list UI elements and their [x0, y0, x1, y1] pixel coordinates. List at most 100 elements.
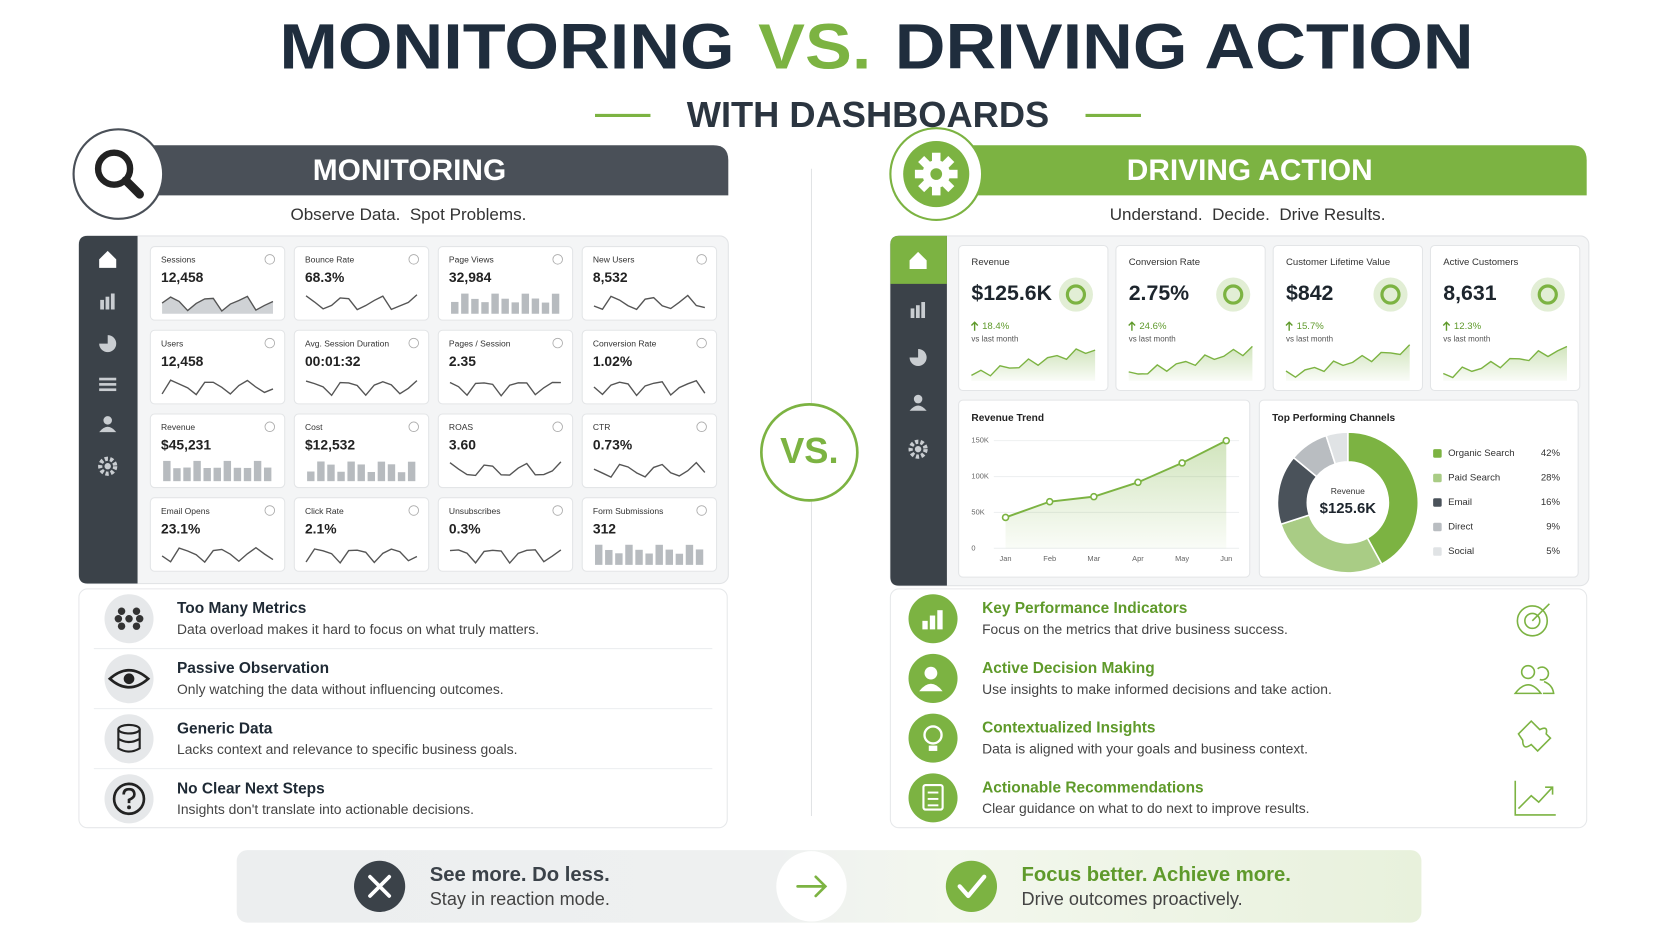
up-arrow	[970, 321, 979, 331]
banner-heading: MONITORING	[313, 154, 506, 187]
tagline: Understand. Decide. Drive Results.	[1110, 205, 1386, 224]
sparkline-bar	[387, 464, 396, 482]
up-arrow	[1128, 321, 1136, 331]
sparkline	[1285, 344, 1411, 379]
benefit-text: Focus on the metrics that drive business…	[982, 621, 1288, 637]
title-left: MONITORING	[279, 10, 734, 82]
sparkline-bar	[541, 302, 550, 314]
footer-text: Stay in reaction mode.	[430, 889, 610, 909]
issue-glyph	[132, 607, 141, 615]
sparkline-bar	[501, 298, 509, 314]
metric-label: CTR	[593, 422, 611, 432]
nav-icon	[909, 348, 927, 366]
metric-value: 68.3%	[305, 269, 344, 285]
sparkline-bar	[213, 467, 221, 482]
metric-value: 8,532	[593, 269, 628, 285]
y-tick-label: 0	[971, 543, 975, 552]
line-point	[1001, 513, 1010, 522]
metric-value: 12,458	[161, 353, 204, 369]
sparkline-bar	[511, 302, 519, 314]
issue-title: Passive Observation	[177, 660, 329, 677]
sparkline-bar	[223, 460, 232, 482]
magnifier	[121, 176, 144, 199]
sparkline-bar	[491, 293, 499, 314]
info-icon	[696, 505, 707, 516]
info-icon	[408, 505, 419, 516]
sparkline-bar	[233, 467, 242, 482]
sparkline-bar	[307, 471, 315, 482]
issue-glyph	[117, 607, 126, 615]
issue-glyph	[117, 622, 126, 630]
sparkline	[449, 549, 562, 565]
kpi-icon-glyph	[1537, 284, 1558, 305]
sparkline-bar	[695, 549, 704, 565]
sparkline-bar	[551, 293, 560, 314]
tagline: Observe Data. Spot Problems.	[290, 205, 526, 224]
x-tick-label: Apr	[1132, 554, 1144, 563]
issue-title: Too Many Metrics	[177, 600, 306, 617]
sparkline	[161, 295, 274, 312]
metric-label: Users	[161, 338, 183, 348]
gear-tooth	[931, 152, 941, 163]
kpi-note: vs last month	[1129, 334, 1176, 343]
metric-value: 2.1%	[305, 520, 337, 536]
metric-card	[581, 246, 718, 321]
nav-icon	[909, 405, 927, 411]
legend-swatch	[1433, 473, 1442, 483]
nav-icon	[910, 308, 915, 319]
legend-swatch	[1433, 449, 1442, 458]
sparkline-bar	[243, 467, 252, 482]
sparkline-bar	[317, 461, 325, 482]
gear-tooth	[914, 169, 925, 179]
y-tick-label: 100K	[971, 472, 988, 481]
nav-icon	[921, 302, 926, 319]
nav-icon	[103, 416, 112, 425]
footer-icon	[945, 860, 998, 912]
sparkline-bar	[183, 467, 191, 482]
x-tick-label: Feb	[1043, 554, 1056, 563]
nav-icon	[99, 388, 117, 392]
benefit-deco	[1513, 666, 1555, 695]
nav-icon	[105, 296, 110, 310]
nav-icon	[99, 383, 117, 386]
sparkline-bar	[357, 464, 365, 482]
benefit-glyph	[922, 620, 928, 630]
footer-arrow	[796, 875, 828, 898]
sparkline	[593, 461, 706, 478]
benefit-glyph	[928, 745, 938, 751]
kpi-icon	[1530, 277, 1565, 312]
sparkline-bar	[451, 301, 459, 314]
metric-label: Email Opens	[161, 506, 210, 516]
legend-value: 5%	[1546, 546, 1560, 557]
x-tick-label: May	[1175, 554, 1189, 563]
magnifier	[94, 149, 134, 188]
metric-card	[581, 497, 718, 572]
sparkline-bar	[635, 549, 643, 565]
info-icon	[696, 337, 707, 349]
footer-icon-x	[368, 874, 392, 898]
benefit-glyph	[923, 725, 943, 745]
kpi-note: vs last month	[1286, 334, 1333, 343]
metric-value: $12,532	[305, 437, 355, 453]
kpi-value: $842	[1286, 281, 1333, 305]
gear-tooth	[931, 185, 941, 196]
kpi-label: Revenue	[971, 257, 1009, 268]
nav-icon	[914, 445, 922, 453]
subtitle: WITH DASHBOARDS	[687, 94, 1049, 135]
metric-label: ROAS	[449, 422, 473, 432]
legend-swatch	[1433, 547, 1442, 556]
benefit-deco	[1531, 603, 1550, 622]
legend-label: Email	[1448, 497, 1472, 508]
footer-title: Focus better. Achieve more.	[1022, 864, 1291, 886]
benefit-glyph	[922, 784, 944, 811]
sparkline	[161, 379, 274, 396]
issue-icon	[104, 714, 154, 764]
sparkline-bar	[471, 298, 479, 314]
legend-label: Paid Search	[1448, 472, 1500, 483]
info-icon	[408, 337, 419, 349]
legend-label: Direct	[1448, 522, 1473, 533]
legend-label: Social	[1448, 546, 1474, 557]
donut-segment	[1347, 431, 1420, 566]
footer-text: Drive outcomes proactively.	[1022, 889, 1243, 909]
